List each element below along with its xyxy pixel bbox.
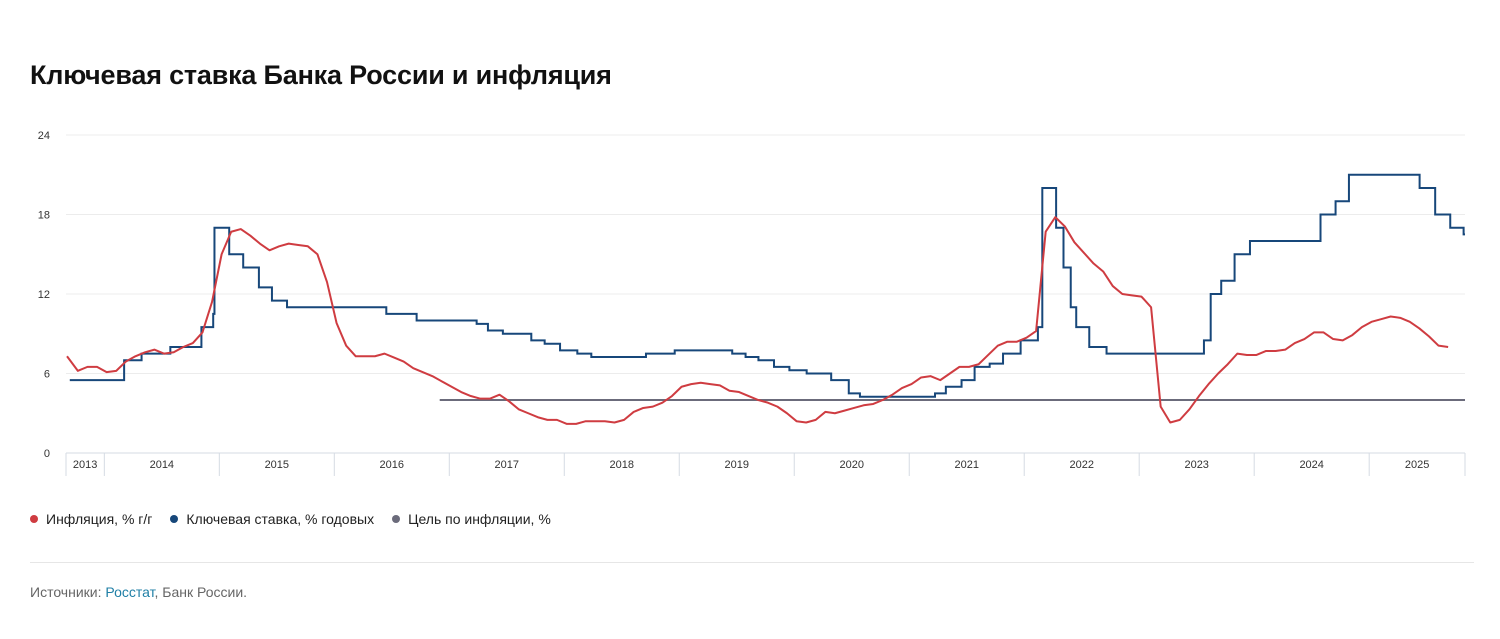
- y-tick-label: 24: [38, 130, 50, 142]
- y-tick-label: 0: [44, 448, 50, 460]
- y-axis: 0 6 12 18 24: [38, 130, 50, 460]
- x-tick-label: 2021: [954, 459, 978, 471]
- sources-prefix: Источники:: [30, 584, 106, 600]
- legend-dot-icon: [392, 515, 401, 523]
- x-tick-label: 2015: [265, 459, 289, 471]
- x-tick-label: 2013: [73, 459, 97, 471]
- rosstat-link[interactable]: Росстат: [105, 584, 155, 600]
- x-tick-label: 2024: [1299, 459, 1323, 471]
- sources-note: Источники: Росстат, Банк России.: [30, 584, 247, 600]
- key-rate-line: [69, 173, 1465, 398]
- x-tick-label: 2017: [495, 459, 519, 471]
- legend-dot-icon: [30, 515, 38, 523]
- x-tick-label: 2025: [1405, 459, 1429, 471]
- sources-suffix: , Банк России.: [154, 584, 248, 600]
- legend: Инфляция, % г/г Ключевая ставка, % годов…: [30, 511, 551, 527]
- x-tick-label: 2022: [1069, 459, 1093, 471]
- y-tick-label: 6: [44, 369, 50, 381]
- legend-dot-icon: [170, 515, 179, 523]
- x-tick-label: 2020: [839, 459, 863, 471]
- legend-label: Цель по инфляции, %: [408, 511, 551, 527]
- legend-label: Ключевая ставка, % годовых: [186, 511, 375, 527]
- legend-label: Инфляция, % г/г: [46, 511, 153, 527]
- series-lines: [66, 173, 1465, 425]
- legend-item-inflation[interactable]: Инфляция, % г/г: [30, 511, 152, 527]
- divider: [30, 562, 1474, 563]
- x-tick-label: 2016: [380, 459, 404, 471]
- chart-title: Ключевая ставка Банка России и инфляция: [30, 60, 612, 90]
- x-axis: 2013 2014 2015 2016 2017 2018 2019 2020 2021 2022…: [65, 453, 1466, 476]
- grid: [66, 134, 1465, 454]
- y-tick-label: 12: [38, 289, 50, 301]
- y-tick-label: 18: [38, 210, 50, 222]
- legend-item-target[interactable]: Цель по инфляции, %: [392, 511, 551, 527]
- inflation-line: [66, 216, 1449, 425]
- legend-item-key-rate[interactable]: Ключевая ставка, % годовых: [170, 511, 374, 527]
- x-tick-label: 2023: [1184, 459, 1208, 471]
- x-tick-label: 2019: [725, 459, 749, 471]
- x-tick-label: 2014: [150, 459, 174, 471]
- x-tick-label: 2018: [610, 459, 634, 471]
